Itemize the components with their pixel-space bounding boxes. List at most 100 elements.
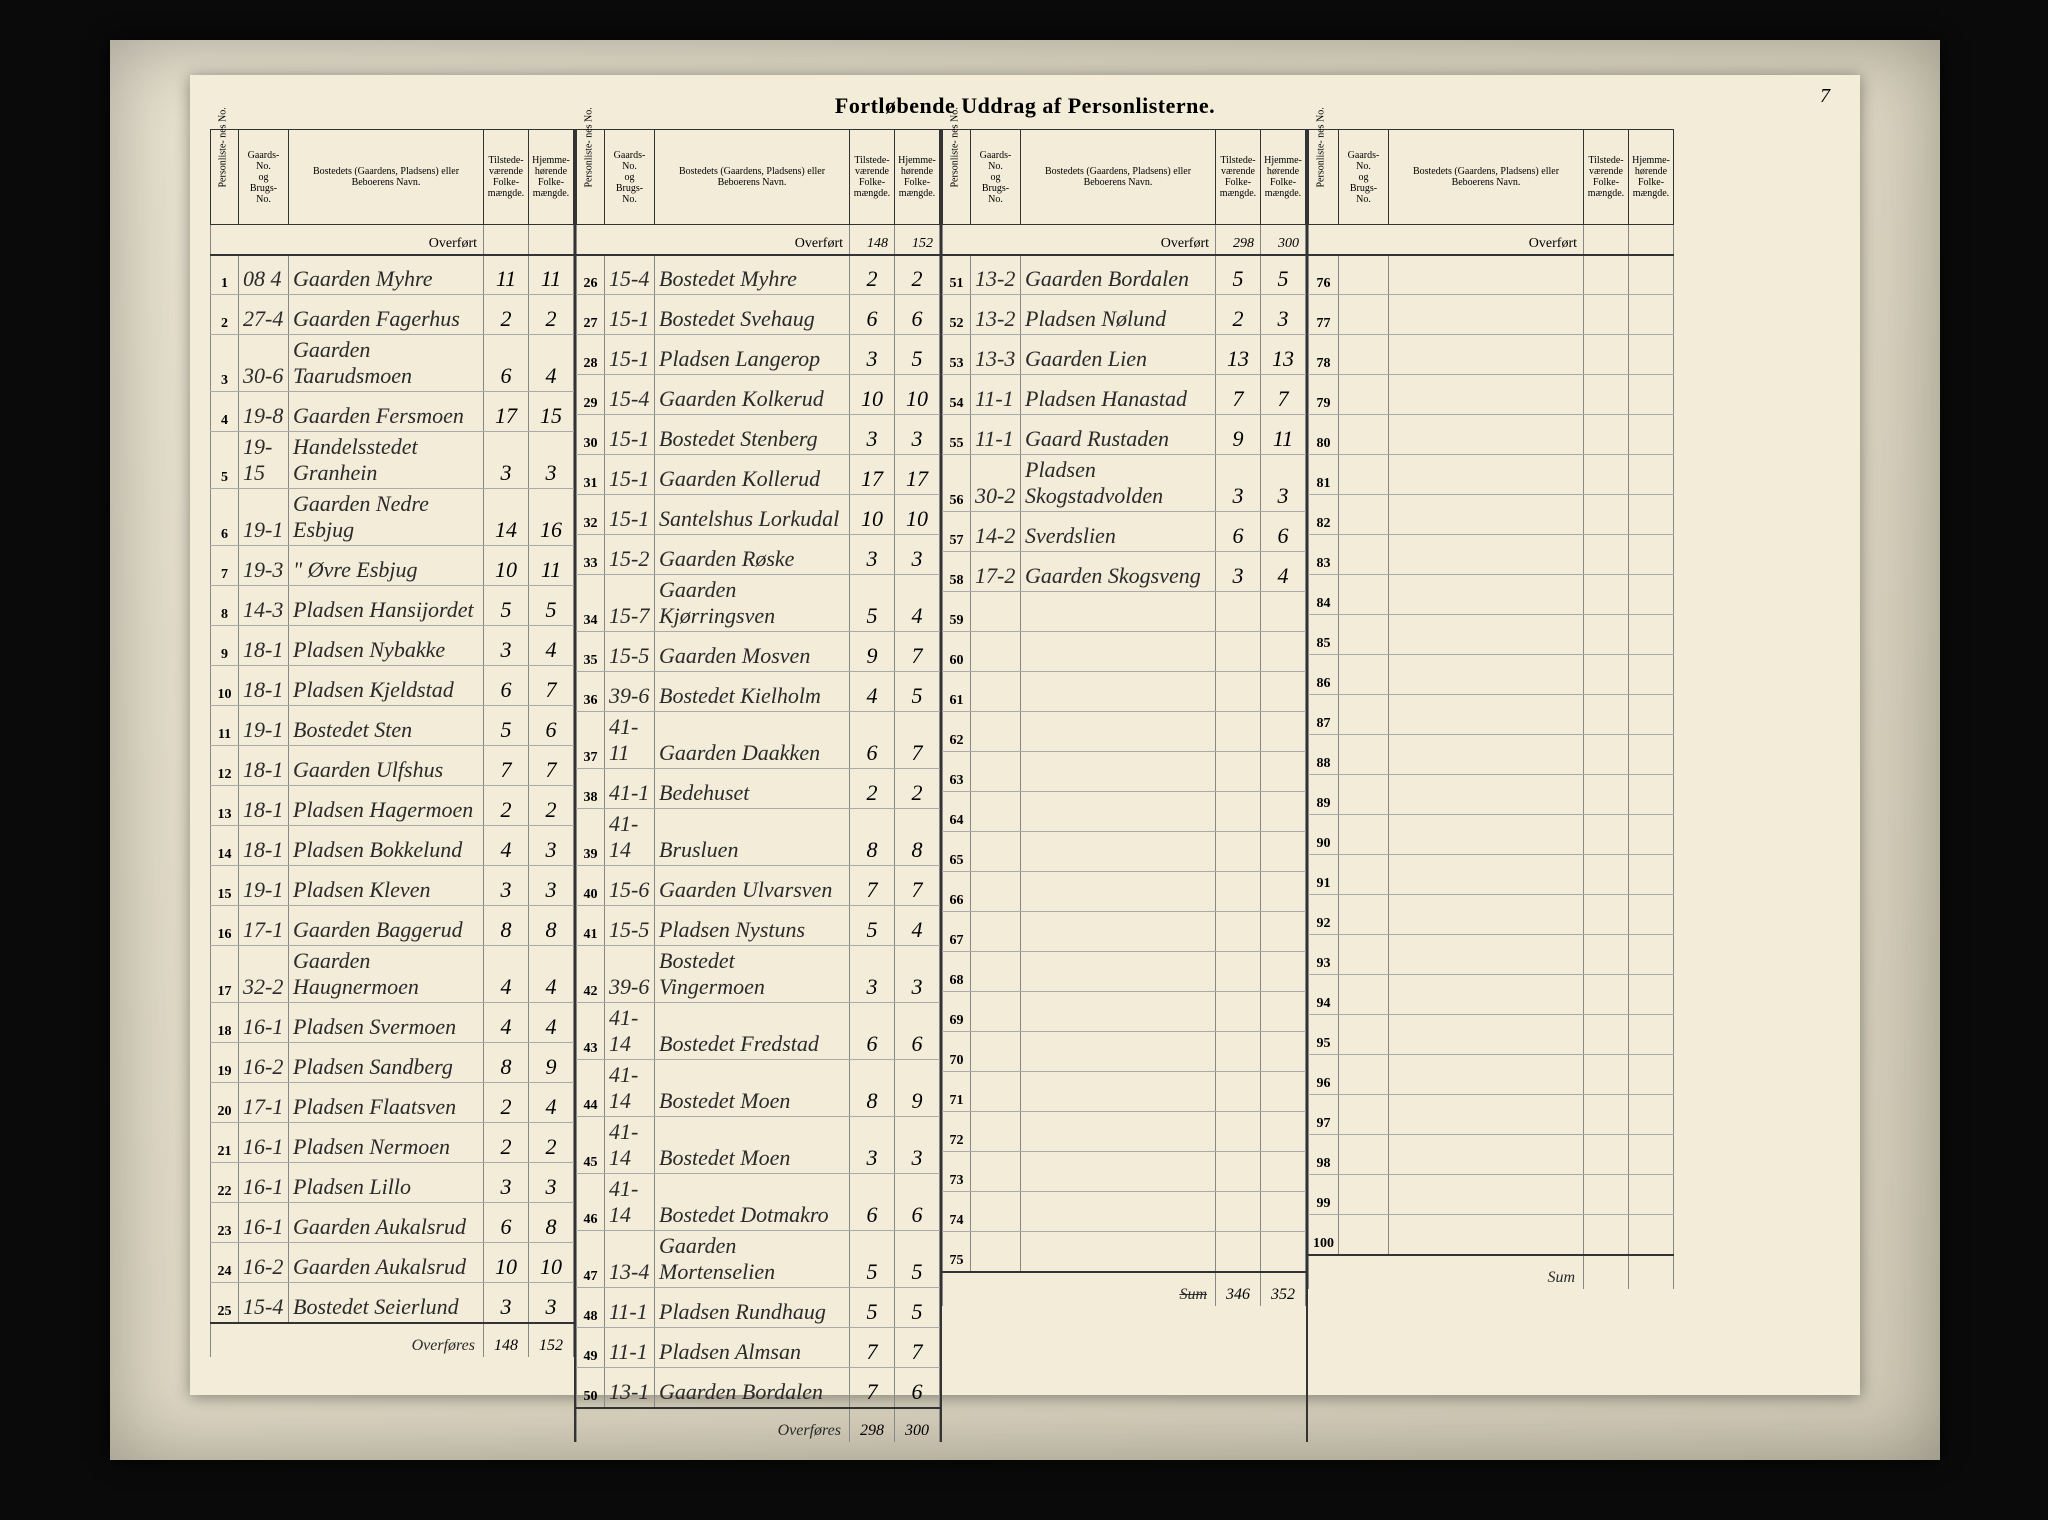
row-number: 20 [211,1083,239,1123]
bosted-name: Gaarden Kjørringsven [655,575,850,632]
table-row: 46 41-14 Bostedet Dotmakro 6 6 [577,1174,940,1231]
row-number: 90 [1309,815,1339,855]
row-number: 9 [211,626,239,666]
table-row: 9 18-1 Pladsen Nybakke 3 4 [211,626,574,666]
bosted-name: Pladsen Langerop [655,335,850,375]
row-number: 36 [577,672,605,712]
tilstede-count [1216,752,1261,792]
bosted-name: Gaarden Aukalsrud [289,1203,484,1243]
table-row: 79 [1309,375,1674,415]
gaard-no [1339,255,1389,295]
table-row: 34 15-7 Gaarden Kjørringsven 5 4 [577,575,940,632]
tilstede-count [1216,712,1261,752]
gaard-no [1339,735,1389,775]
bosted-name: Gaarden Ulfshus [289,746,484,786]
row-number: 86 [1309,655,1339,695]
table-row: 77 [1309,295,1674,335]
row-number: 41 [577,906,605,946]
row-number: 53 [943,335,971,375]
table-row: 86 [1309,655,1674,695]
tilstede-count [1216,672,1261,712]
bosted-name: Gaarden Bordalen [655,1368,850,1408]
gaard-no [1339,375,1389,415]
hjemme-count: 7 [895,632,940,672]
table-row: 67 [943,912,1306,952]
tilstede-count [1584,1095,1629,1135]
hjemme-count [1629,695,1674,735]
gaard-no [1339,935,1389,975]
gaard-no: 27-4 [239,295,289,335]
row-number: 11 [211,706,239,746]
table-row: 70 [943,1032,1306,1072]
gaard-no: 18-1 [239,626,289,666]
table-row: 2 27-4 Gaarden Fagerhus 2 2 [211,295,574,335]
table-row: 58 17-2 Gaarden Skogsveng 3 4 [943,552,1306,592]
gaard-no: 13-2 [971,295,1021,335]
bosted-name: Pladsen Rundhaug [655,1288,850,1328]
bosted-name [1389,815,1584,855]
table-row: 89 [1309,775,1674,815]
gaard-no: 15-6 [605,866,655,906]
gaard-no [1339,855,1389,895]
row-number: 57 [943,512,971,552]
bosted-name: Brusluen [655,809,850,866]
bosted-name [1389,375,1584,415]
row-number: 58 [943,552,971,592]
table-row: 61 [943,672,1306,712]
table-row: 17 32-2 Gaarden Haugnermoen 4 4 [211,946,574,1003]
bosted-name: Bostedet Svehaug [655,295,850,335]
bosted-name: Pladsen Svermoen [289,1003,484,1043]
bosted-name [1389,535,1584,575]
bosted-name [1389,655,1584,695]
bosted-name: Handelsstedet Granhein [289,432,484,489]
row-number: 25 [211,1283,239,1323]
tilstede-count: 9 [1216,415,1261,455]
bosted-name: Pladsen Skogstadvolden [1021,455,1216,512]
table-row: 25 15-4 Bostedet Seierlund 3 3 [211,1283,574,1323]
bosted-name [1389,295,1584,335]
gaard-no: 39-6 [605,946,655,1003]
table-row: 22 16-1 Pladsen Lillo 3 3 [211,1163,574,1203]
tilstede-count [1584,615,1629,655]
gaard-no [1339,695,1389,735]
gaard-no: 15-2 [605,535,655,575]
page-title: Fortløbende Uddrag af Personlisterne. [190,75,1860,129]
tilstede-count: 5 [1216,255,1261,295]
hjemme-count: 5 [895,1231,940,1288]
row-number: 81 [1309,455,1339,495]
tilstede-count: 5 [850,1231,895,1288]
table-row: 10 18-1 Pladsen Kjeldstad 6 7 [211,666,574,706]
tilstede-count [1584,495,1629,535]
hjemme-count: 3 [895,946,940,1003]
table-row: 8 14-3 Pladsen Hansijordet 5 5 [211,586,574,626]
footer-row: Sum [1309,1255,1674,1289]
hjemme-count [1261,712,1306,752]
gaard-no [1339,815,1389,855]
hjemme-count [1629,935,1674,975]
bosted-name [1389,935,1584,975]
hjemme-count: 7 [895,1328,940,1368]
tilstede-count: 4 [484,826,529,866]
table-row: 72 [943,1112,1306,1152]
table-row: 4 19-8 Gaarden Fersmoen 17 15 [211,392,574,432]
bosted-name [1389,895,1584,935]
hjemme-count [1261,1192,1306,1232]
tilstede-count: 5 [850,1288,895,1328]
hjemme-count [1629,855,1674,895]
bosted-name [1021,832,1216,872]
gaard-no: 17-1 [239,1083,289,1123]
table-row: 84 [1309,575,1674,615]
row-number: 39 [577,809,605,866]
hjemme-count [1629,615,1674,655]
tilstede-count: 7 [1216,375,1261,415]
tilstede-count: 3 [484,1283,529,1323]
hjemme-count: 7 [1261,375,1306,415]
gaard-no: 15-1 [605,495,655,535]
gaard-no [1339,975,1389,1015]
gaard-no [1339,415,1389,455]
overfort-row: Overført [1309,225,1674,255]
overfort-row: Overført [211,225,574,255]
bosted-name: Bostedet Kielholm [655,672,850,712]
tilstede-count: 5 [850,906,895,946]
row-number: 59 [943,592,971,632]
